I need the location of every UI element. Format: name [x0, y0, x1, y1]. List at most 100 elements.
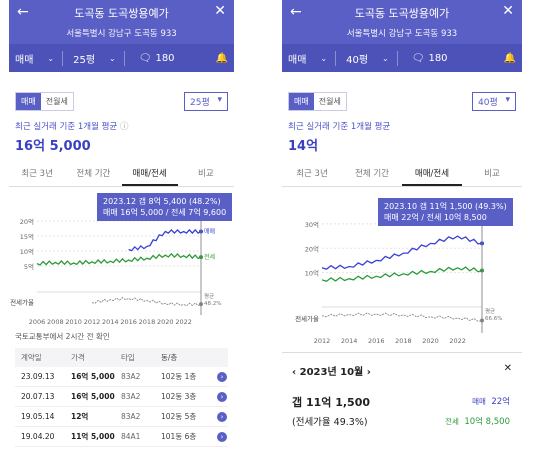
address: 서울특별시 강남구 도곡동 933 — [66, 29, 177, 39]
area-dropdown[interactable]: 25평 ▾ — [184, 91, 228, 111]
tab-3y[interactable]: 최근 3년 — [21, 169, 53, 179]
series-line-2 — [321, 312, 483, 322]
y-tick-label: 30억 — [305, 221, 319, 229]
tab-sale-jeonse[interactable]: 매매/전세 — [402, 163, 462, 186]
deal-type-select[interactable]: 매매 ⌄ — [15, 50, 64, 66]
x-tick-label: 2014 — [102, 318, 119, 326]
caret-down-icon: ▾ — [505, 94, 510, 105]
ratio-avg-value: 48.2% — [204, 301, 221, 307]
chevron-right-icon[interactable]: › — [217, 371, 227, 382]
gap-value: 갭 11억 1,500 — [292, 396, 371, 409]
trade-table: 23.09.13 16억 5,000 83A2 102동 1층 › 20.07.13 16… — [9, 367, 234, 447]
series-line-0 — [128, 228, 202, 252]
header: ← 도곡동 도곡쌍용예가 ✕ 서울특별시 강남구 도곡동 933 매매 ⌄ 25평… — [9, 0, 234, 72]
chart-tabs: 최근 3년 전체 기간 매매/전세 비교 — [282, 163, 522, 187]
tab-sale-jeonse[interactable]: 매매/전세 — [121, 163, 178, 186]
toggle-rent[interactable]: 전월세 — [318, 96, 341, 106]
table-row[interactable]: 19.04.20 11억 5,000 84A1 101동 6층 › — [15, 427, 228, 447]
table-row[interactable]: 20.07.13 16억 5,000 83A2 102동 3층 › — [15, 387, 228, 407]
right-panel: ← 도곡동 도곡쌍용예가 ✕ 서울특별시 강남구 도곡동 933 매매 ⌄ 40평… — [282, 0, 522, 458]
area-dropdown[interactable]: 40평 ▾ — [472, 91, 516, 111]
table-row[interactable]: 19.05.14 12억 83A2 102동 5층 › — [15, 407, 228, 427]
chevron-right-icon[interactable]: › — [217, 411, 227, 422]
page-title: 도곡동 도곡쌍용예가 — [74, 7, 169, 20]
chat-bubble-icon: 🗨 — [411, 52, 425, 64]
close-icon[interactable]: ✕ — [503, 363, 512, 374]
comments-button[interactable]: 🗨 180 — [411, 52, 448, 64]
chat-bubble-icon: 🗨 — [138, 52, 152, 64]
series-line-1 — [321, 266, 483, 283]
area-select[interactable]: 25평 ⌄ — [73, 50, 125, 66]
data-source: 국토교통부에서 2시간 전 확인 — [15, 332, 110, 341]
x-tick-label: 2020 — [157, 318, 174, 326]
y-tick-label: 10억 — [20, 248, 34, 256]
ratio-avg-label: 평균 — [485, 308, 495, 315]
deal-toggle[interactable]: 매매 전월세 — [15, 91, 74, 111]
ratio-value: (전세가율 49.3%) — [292, 417, 368, 428]
series-line-2 — [91, 297, 202, 307]
deal-toggle[interactable]: 매매 전월세 — [288, 91, 347, 111]
x-tick-label: 2022 — [449, 337, 466, 345]
x-tick-label: 2010 — [65, 318, 82, 326]
sale-series-label: 매매 — [204, 228, 215, 236]
y-tick-label: 10억 — [305, 270, 319, 278]
chart-tabs: 최근 3년 전체 기간 매매/전세 비교 — [9, 163, 234, 187]
close-icon[interactable]: ✕ — [502, 3, 514, 19]
left-panel: ← 도곡동 도곡쌍용예가 ✕ 서울특별시 강남구 도곡동 933 매매 ⌄ 25평… — [9, 0, 234, 452]
x-tick-label: 2016 — [368, 337, 385, 345]
tab-all[interactable]: 전체 기간 — [355, 169, 389, 179]
close-icon[interactable]: ✕ — [214, 3, 226, 19]
jeonse-series-label: 전세 — [204, 253, 215, 261]
x-tick-label: 2012 — [314, 337, 331, 345]
x-tick-label: 2006 — [29, 318, 46, 326]
table-header: 계약일 가격 타입 동/층 — [15, 348, 228, 367]
avg-label: 최근 실거래 기준 1개월 평균 — [288, 122, 391, 132]
toggle-sale[interactable]: 매매 — [16, 92, 41, 110]
month-selector[interactable]: ‹ 2023년 10월 › — [292, 367, 371, 378]
toggle-rent[interactable]: 전월세 — [45, 96, 68, 106]
ratio-axis-label: 전세가율 — [10, 298, 34, 307]
chevron-down-icon: ⌄ — [47, 53, 55, 63]
page-title: 도곡동 도곡쌍용예가 — [354, 7, 450, 20]
jeonse-value: 전세 10억 8,500 — [445, 417, 510, 427]
tab-3y[interactable]: 최근 3년 — [296, 169, 328, 179]
y-tick-label: 5억 — [24, 263, 34, 271]
x-tick-label: 2020 — [422, 337, 439, 345]
chevron-right-icon[interactable]: › — [217, 391, 227, 402]
chevron-down-icon: ⌄ — [109, 53, 116, 63]
deal-type-select[interactable]: 매매 ⌄ — [288, 50, 337, 66]
ratio-axis-label: 전세가율 — [295, 314, 319, 323]
bell-icon[interactable]: 🔔 — [215, 52, 228, 64]
chart-tooltip: 2023.10 갭 11억 1,500 (49.3%) 매매 22억 / 전세 … — [378, 198, 513, 226]
help-icon: ⓘ — [119, 122, 129, 132]
ratio-avg-value: 66.6% — [485, 316, 502, 322]
tab-all[interactable]: 전체 기간 — [76, 169, 111, 179]
sale-value: 매매 22억 — [472, 397, 510, 407]
toggle-sale[interactable]: 매매 — [289, 92, 314, 110]
back-arrow-icon[interactable]: ← — [290, 4, 302, 20]
detail-card: ‹ 2023년 10월 › ✕ 갭 11억 1,500 (전세가율 49.3%)… — [282, 352, 522, 458]
ratio-avg-label: 평균 — [204, 293, 214, 300]
x-tick-label: 2012 — [84, 318, 101, 326]
y-tick-label: 20억 — [20, 218, 34, 226]
avg-label: 최근 실거래 기준 1개월 평균 ⓘ — [15, 122, 129, 132]
bell-icon[interactable]: 🔔 — [503, 52, 516, 64]
x-tick-label: 2016 — [120, 318, 137, 326]
comments-button[interactable]: 🗨 180 — [138, 52, 175, 64]
chevron-right-icon[interactable]: › — [217, 431, 227, 442]
caret-down-icon: ▾ — [217, 94, 222, 105]
back-arrow-icon[interactable]: ← — [17, 4, 29, 20]
chevron-down-icon: ⌄ — [382, 53, 389, 63]
y-tick-label: 20억 — [305, 245, 319, 253]
header: ← 도곡동 도곡쌍용예가 ✕ 서울특별시 강남구 도곡동 933 매매 ⌄ 40평… — [282, 0, 522, 72]
area-select[interactable]: 40평 ⌄ — [346, 50, 398, 66]
x-tick-label: 2018 — [139, 318, 156, 326]
tab-compare[interactable]: 비교 — [198, 169, 214, 179]
table-row[interactable]: 23.09.13 16억 5,000 83A2 102동 1층 › — [15, 367, 228, 387]
series-line-1 — [36, 252, 202, 266]
tab-compare[interactable]: 비교 — [484, 169, 500, 179]
avg-value: 16억 5,000 — [15, 139, 91, 154]
chart-tooltip: 2023.12 갭 8억 5,400 (48.2%) 매매 16억 5,000 … — [97, 193, 233, 221]
chevron-down-icon: ⌄ — [320, 53, 328, 63]
